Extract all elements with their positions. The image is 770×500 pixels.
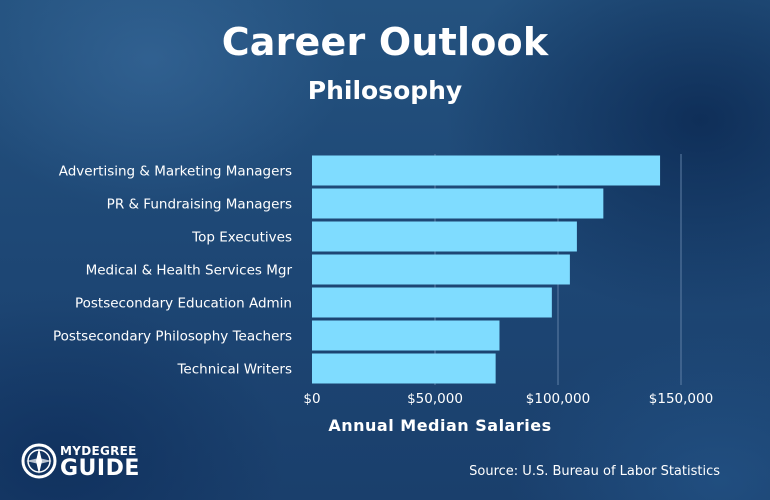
- bar: [312, 254, 570, 285]
- x-tick-label: $100,000: [526, 391, 590, 407]
- x-tick-label: $50,000: [407, 391, 463, 407]
- bar: [312, 155, 661, 186]
- bar: [312, 320, 500, 351]
- bar: [312, 221, 577, 252]
- x-tick-label: $0: [303, 391, 320, 407]
- source-note: Source: U.S. Bureau of Labor Statistics: [469, 464, 720, 479]
- x-tick-label: $150,000: [649, 391, 713, 407]
- category-label: Postsecondary Philosophy Teachers: [53, 329, 292, 345]
- bar: [312, 188, 604, 219]
- category-label: Technical Writers: [176, 362, 292, 378]
- chart-subtitle: Philosophy: [307, 76, 463, 105]
- x-axis-label: Annual Median Salaries: [328, 416, 552, 435]
- category-label: PR & Fundraising Managers: [107, 197, 292, 213]
- compass-icon: [21, 443, 57, 479]
- logo-text-bottom: GUIDE: [60, 456, 140, 481]
- logo: MYDEGREE GUIDE: [20, 440, 145, 485]
- category-label: Postsecondary Education Admin: [75, 296, 292, 312]
- category-label: Medical & Health Services Mgr: [86, 263, 293, 279]
- category-label: Advertising & Marketing Managers: [59, 164, 292, 180]
- bar: [312, 353, 496, 384]
- chart-title: Career Outlook: [221, 20, 549, 64]
- bar: [312, 287, 552, 318]
- logo-text-top: MYDEGREE: [60, 444, 137, 458]
- category-label: Top Executives: [191, 230, 292, 246]
